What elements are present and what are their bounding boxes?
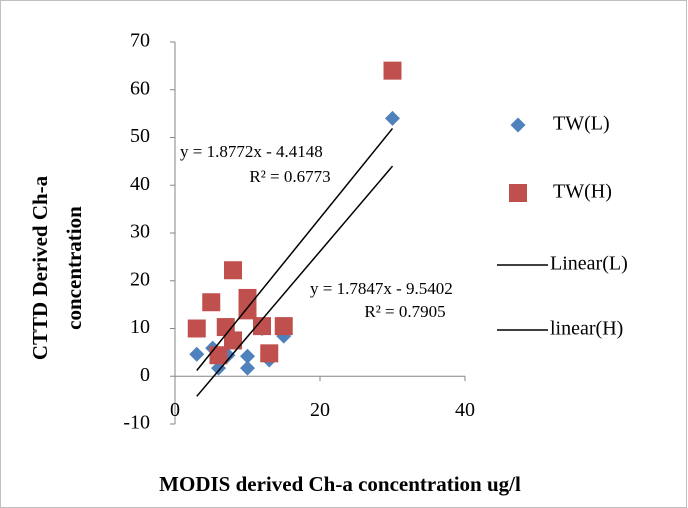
point [224,331,242,350]
point [209,346,228,365]
y-tick-label: 40 [130,173,150,195]
y-tick-label: 20 [130,268,150,290]
point [240,348,255,364]
point [238,301,257,320]
x-tick-label: 40 [455,399,475,421]
y-tick-label: 30 [130,221,150,243]
x-axis-title: MODIS derived Ch-a concentration ug/l [159,472,521,496]
point [253,317,271,336]
legend-marker [509,184,527,202]
legend-label: linear(H) [550,318,623,340]
equation-label: y = 1.8772x - 4.4148 [180,142,323,161]
y-tick-label: 70 [130,30,150,52]
point [187,319,206,338]
legend-label: Linear(L) [550,253,628,275]
y-tick-label: 60 [130,77,150,99]
x-tick-label: 0 [170,399,180,421]
y-tick-label: 0 [140,364,150,386]
legend-marker [510,117,526,133]
y-tick-label: 50 [130,125,150,147]
point [189,346,205,362]
point [274,317,293,336]
point [260,344,279,363]
point [240,360,255,376]
x-tick-label: 20 [310,399,330,421]
point [383,61,402,80]
trendline [196,127,394,371]
y-axis-title: concentration [62,206,86,330]
point [202,293,221,312]
legend-label: TW(L) [553,113,610,135]
r2-label: R² = 0.6773 [249,167,330,186]
point [211,360,226,376]
equation-label: y = 1.7847x - 9.5402 [310,279,453,298]
point [224,261,242,280]
y-tick-label: 10 [130,316,150,338]
r2-label: R² = 0.7905 [364,302,445,321]
legend-label: TW(H) [553,181,612,203]
trendline [196,165,394,397]
y-axis-title: CTTD Derived Ch-a [28,175,52,360]
y-tick-label: -10 [123,412,150,434]
point [385,110,400,126]
